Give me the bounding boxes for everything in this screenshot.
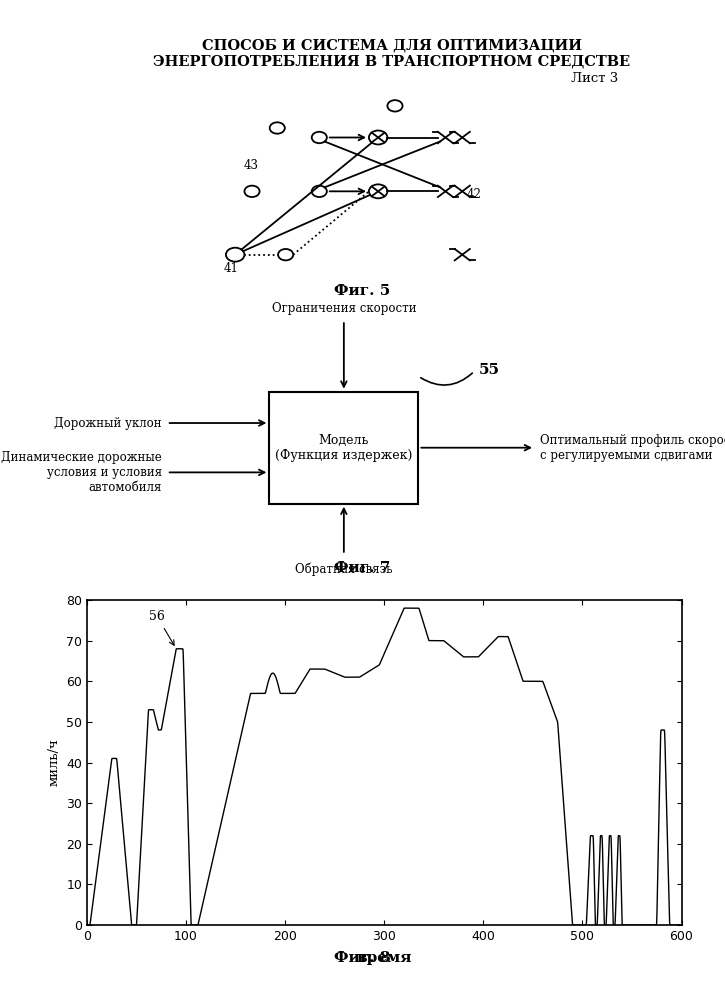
Text: 41: 41 bbox=[223, 262, 239, 275]
Text: ЭНЕРГОПОТРЕБЛЕНИЯ В ТРАНСПОРТНОМ СРЕДСТВЕ: ЭНЕРГОПОТРЕБЛЕНИЯ В ТРАНСПОРТНОМ СРЕДСТВ… bbox=[153, 55, 630, 69]
Text: Фиг. 7: Фиг. 7 bbox=[334, 561, 391, 575]
Text: 56: 56 bbox=[149, 610, 174, 645]
Text: Оптимальный профиль скорости
с регулируемыми сдвигами: Оптимальный профиль скорости с регулируе… bbox=[539, 434, 725, 462]
Text: 55: 55 bbox=[479, 363, 500, 377]
Text: Ограничения скорости: Ограничения скорости bbox=[272, 302, 416, 315]
Text: 43: 43 bbox=[244, 159, 259, 172]
FancyBboxPatch shape bbox=[269, 392, 418, 504]
Text: Фиг. 5: Фиг. 5 bbox=[334, 284, 391, 298]
Y-axis label: миль/ч: миль/ч bbox=[48, 739, 61, 786]
Text: Обратная связь: Обратная связь bbox=[295, 562, 393, 576]
X-axis label: время: время bbox=[357, 951, 412, 965]
Text: СПОСОБ И СИСТЕМА ДЛЯ ОПТИМИЗАЦИИ: СПОСОБ И СИСТЕМА ДЛЯ ОПТИМИЗАЦИИ bbox=[202, 38, 581, 52]
Text: Лист 3: Лист 3 bbox=[571, 73, 618, 86]
Text: Дорожный уклон: Дорожный уклон bbox=[54, 417, 162, 430]
Text: 42: 42 bbox=[466, 188, 481, 201]
Text: Модель
(Функция издержек): Модель (Функция издержек) bbox=[276, 434, 413, 462]
Text: Динамические дорожные
условия и условия
автомобиля: Динамические дорожные условия и условия … bbox=[1, 451, 162, 494]
Text: Фиг. 8: Фиг. 8 bbox=[334, 951, 391, 965]
